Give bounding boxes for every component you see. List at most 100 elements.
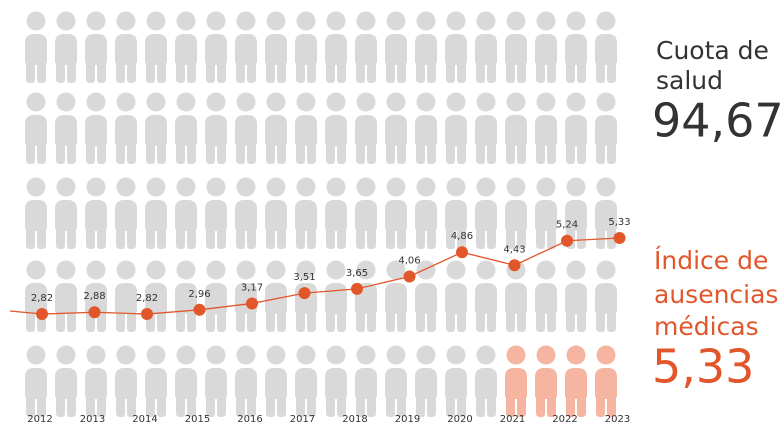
absence-value: 5,33	[652, 340, 754, 394]
x-tick-label: 2017	[290, 414, 315, 424]
person-icon	[475, 260, 497, 332]
person-icon	[445, 345, 467, 417]
absence-label: Índice de	[654, 246, 768, 275]
person-icon	[235, 345, 257, 417]
person-icon	[385, 92, 407, 164]
person-icon	[205, 92, 227, 164]
person-icon	[265, 177, 287, 249]
person-icon	[355, 92, 377, 164]
person-icon	[565, 260, 587, 332]
person-icon	[535, 260, 557, 332]
person-icon	[265, 345, 287, 417]
person-icon	[25, 11, 47, 83]
line	[41, 237, 620, 315]
person-icon	[325, 260, 347, 332]
person-icon	[385, 345, 407, 417]
person-icon	[175, 177, 197, 249]
value-label: 2,82	[31, 293, 53, 304]
person-icon	[355, 11, 377, 83]
absence-label: médicas	[654, 312, 759, 341]
person-icon	[145, 92, 167, 164]
person-icon	[535, 11, 557, 83]
person-icon	[415, 92, 437, 164]
value-label: 4,86	[451, 231, 473, 242]
person-icon	[235, 260, 257, 332]
x-tick-label: 2015	[185, 414, 210, 424]
x-tick-label: 2023	[605, 414, 630, 424]
person-icon	[325, 345, 347, 417]
person-icon	[475, 11, 497, 83]
person-icon	[115, 11, 137, 83]
point	[36, 308, 48, 321]
person-icon	[55, 177, 77, 249]
person-icon	[445, 11, 467, 83]
person-icon	[595, 260, 617, 332]
person-icon	[295, 345, 317, 417]
person-icon	[175, 92, 197, 164]
person-icon	[595, 92, 617, 164]
value-label: 3,17	[241, 282, 263, 293]
person-icon	[115, 177, 137, 249]
health-value: 94,67	[652, 94, 780, 148]
person-icon	[265, 92, 287, 164]
person-icon	[265, 11, 287, 83]
person-icon	[475, 177, 497, 249]
person-icon	[385, 260, 407, 332]
person-icon	[85, 92, 107, 164]
person-icon	[535, 345, 557, 417]
value-label: 4,06	[398, 255, 420, 266]
person-icon	[475, 345, 497, 417]
x-tick-label: 2014	[132, 414, 157, 424]
person-icon	[325, 177, 347, 249]
x-tick-label: 2021	[500, 414, 525, 424]
person-icon	[85, 11, 107, 83]
person-icon	[355, 177, 377, 249]
person-icon	[415, 345, 437, 417]
health-label: salud	[656, 66, 723, 95]
x-tick-label: 2022	[552, 414, 577, 424]
person-icon	[505, 177, 527, 249]
person-icon	[55, 11, 77, 83]
point	[508, 259, 521, 272]
person-icon	[565, 92, 587, 164]
person-icon	[445, 92, 467, 164]
value-label: 2,82	[136, 293, 158, 304]
person-icon	[595, 345, 617, 417]
person-icon	[385, 177, 407, 249]
person-icon	[205, 177, 227, 249]
point	[246, 297, 258, 310]
person-icon	[175, 345, 197, 417]
person-icon	[145, 345, 167, 417]
person-icon	[385, 11, 407, 83]
value-label: 2,88	[83, 291, 105, 302]
person-icon	[595, 11, 617, 83]
x-tick-label: 2020	[447, 414, 472, 424]
point	[456, 246, 468, 259]
person-icon	[505, 92, 527, 164]
value-label: 3,51	[293, 272, 315, 283]
value-label: 5,24	[556, 220, 578, 231]
person-icon	[175, 11, 197, 83]
person-icon	[235, 11, 257, 83]
person-icon	[145, 11, 167, 83]
point	[193, 303, 206, 316]
person-icon	[205, 345, 227, 417]
person-icon	[115, 260, 137, 332]
x-tick-label: 2013	[80, 414, 105, 424]
person-icon	[325, 11, 347, 83]
person-icon	[415, 11, 437, 83]
point	[561, 234, 573, 247]
person-icon	[535, 92, 557, 164]
point	[613, 232, 626, 245]
value-label: 4,43	[503, 244, 525, 255]
x-tick-label: 2018	[342, 414, 367, 424]
person-icon	[445, 260, 467, 332]
person-icon	[295, 11, 317, 83]
person-icon	[475, 92, 497, 164]
person-icon	[235, 177, 257, 249]
person-icon	[355, 345, 377, 417]
person-icon	[85, 345, 107, 417]
person-icon	[55, 92, 77, 164]
person-icon	[265, 260, 287, 332]
